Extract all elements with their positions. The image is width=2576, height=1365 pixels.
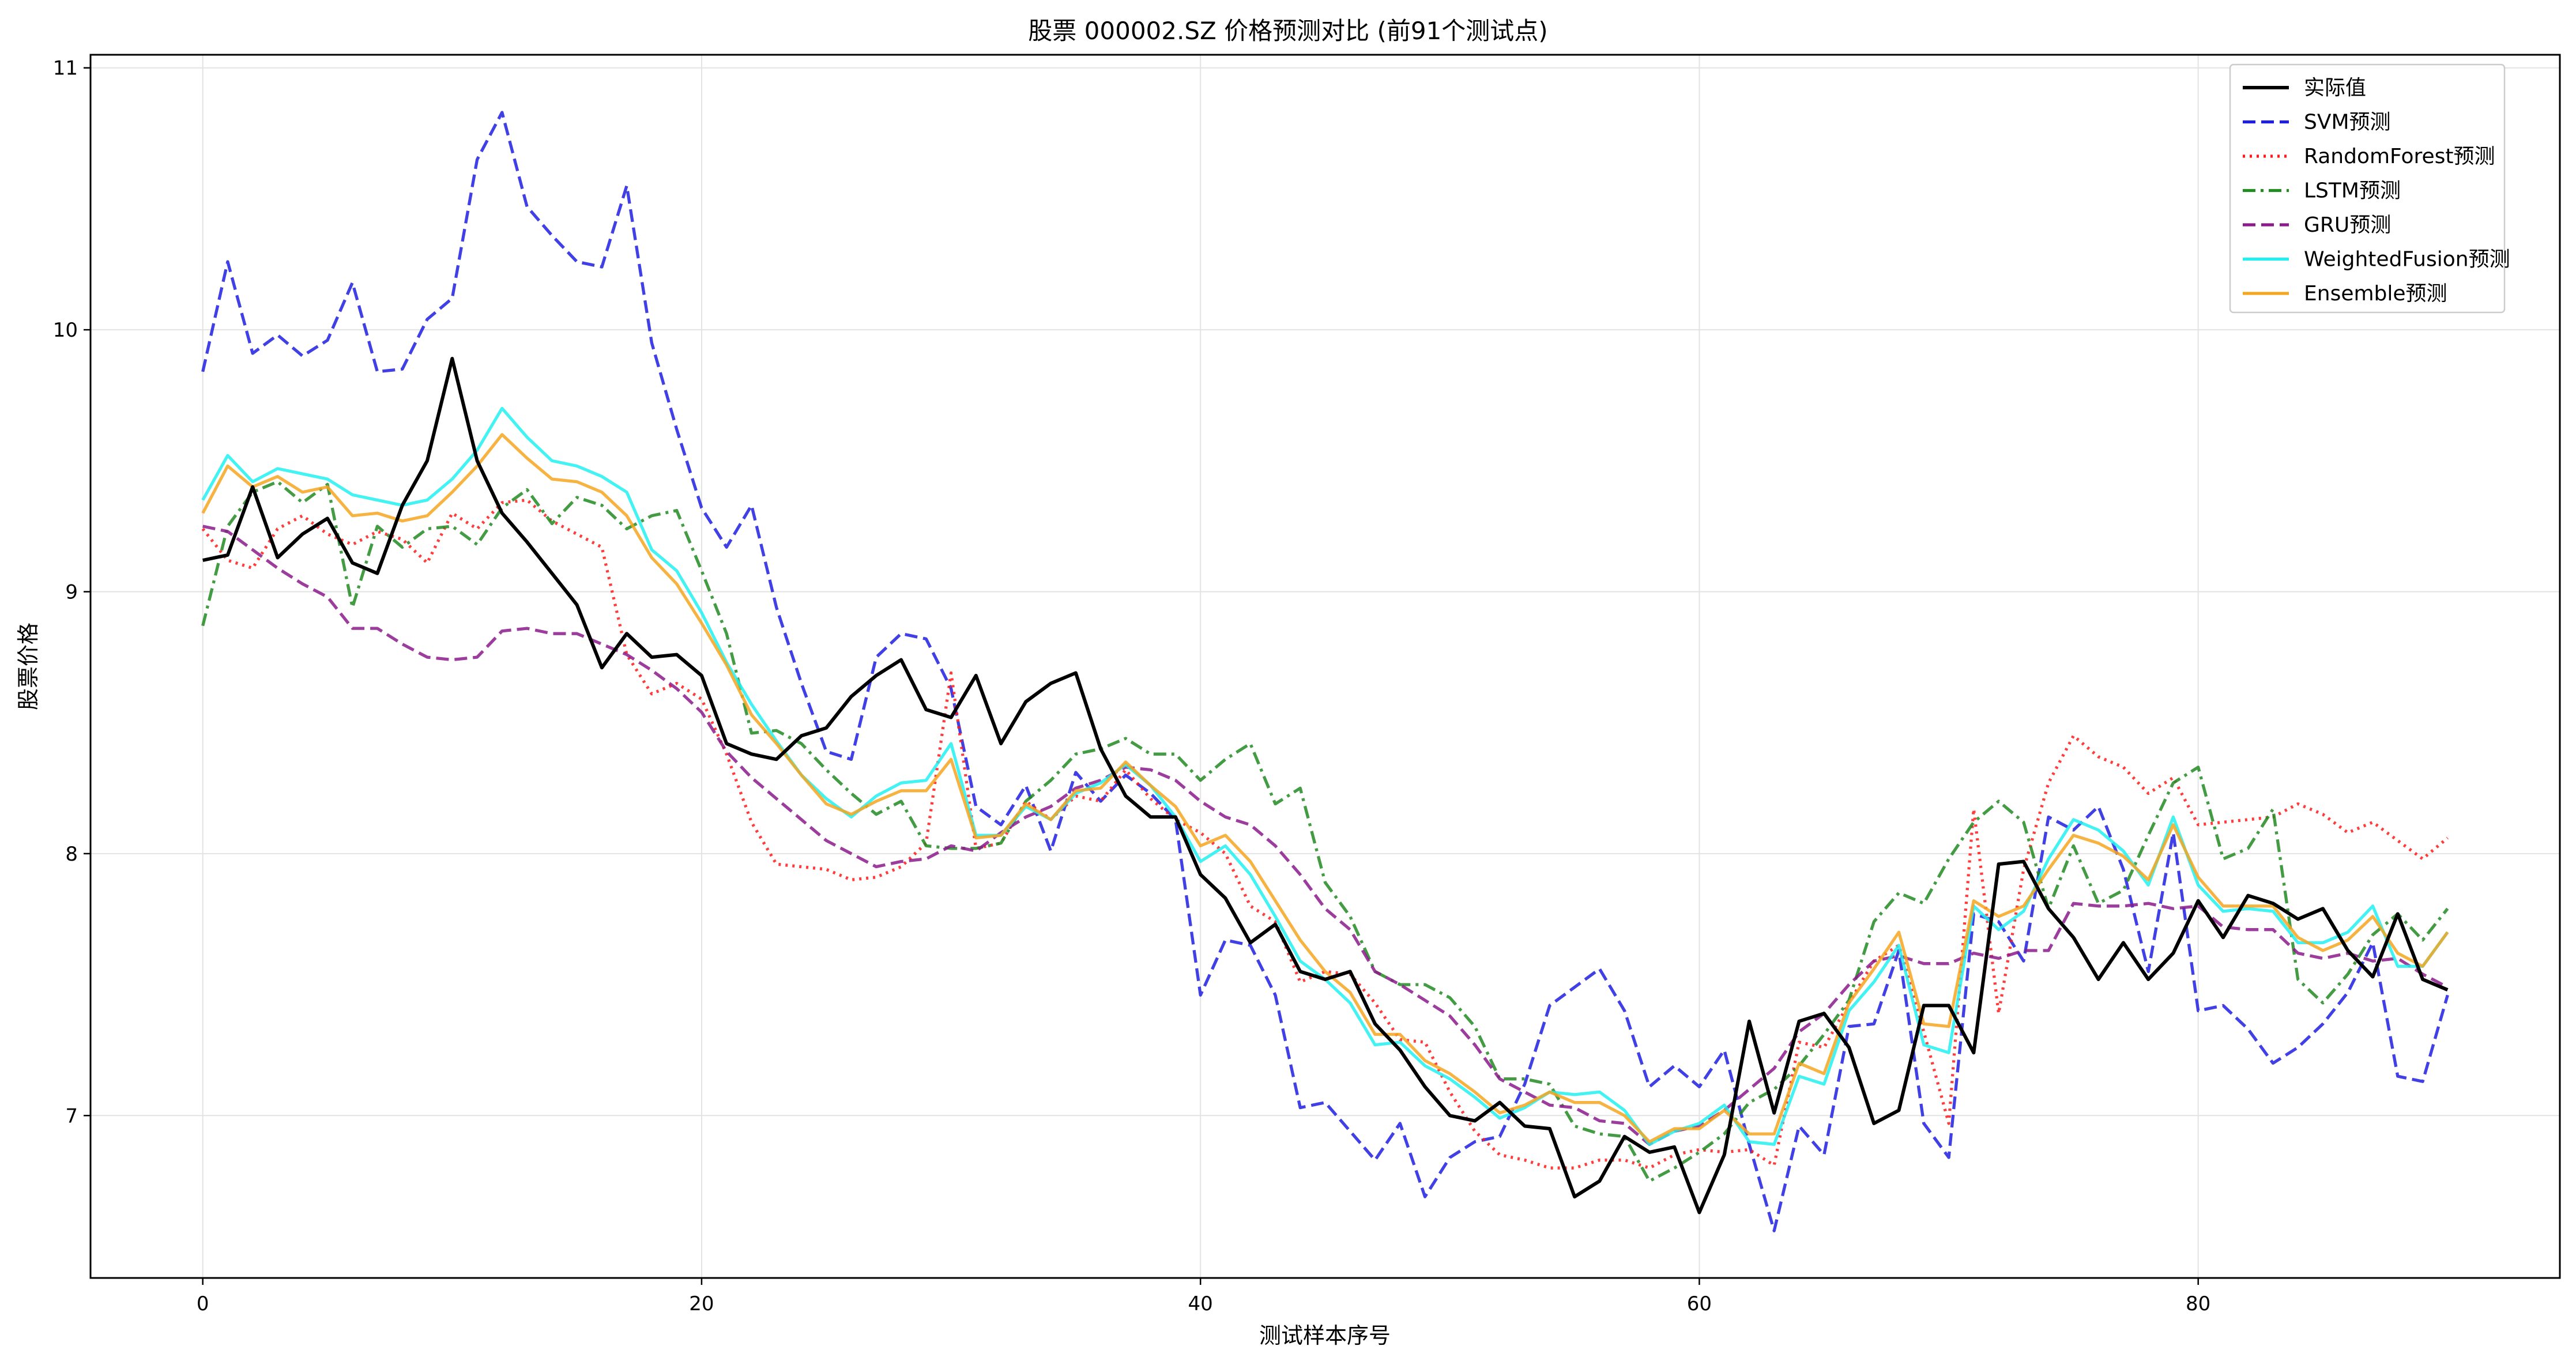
legend-box — [2229, 63, 2506, 314]
series-group — [201, 111, 2449, 1232]
legend-label: LSTM预测 — [2304, 179, 2401, 203]
y-tick-label: 10 — [53, 319, 78, 342]
x-tick-label: 20 — [689, 1292, 714, 1315]
legend: 实际值 SVM预测 RandomForest预测 LSTM预测 GRU预测 Weighte… — [2229, 63, 2510, 314]
series-line-3 — [201, 480, 2449, 1183]
legend-label: GRU预测 — [2304, 213, 2391, 237]
legend-label: RandomForest预测 — [2304, 145, 2495, 168]
plot-frame — [89, 54, 2561, 1279]
chart-title: 股票 000002.SZ 价格预测对比 (前91个测试点) — [1028, 17, 1547, 45]
y-tick-label: 9 — [65, 580, 78, 604]
series-line-6 — [201, 433, 2449, 1144]
x-tick-label: 80 — [2186, 1292, 2210, 1315]
grid — [91, 55, 2560, 1278]
legend-label: Ensemble预测 — [2304, 282, 2447, 306]
x-axis-title: 测试样本序号 — [1259, 1323, 1391, 1348]
legend-label: 实际值 — [2304, 76, 2366, 100]
y-axis-title: 股票价格 — [16, 623, 41, 710]
y-tick-label: 7 — [65, 1104, 78, 1128]
series-line-0 — [202, 357, 2449, 1215]
x-tick-label: 60 — [1687, 1292, 1712, 1315]
legend-label: SVM预测 — [2304, 111, 2391, 134]
y-tick-label: 8 — [65, 843, 78, 866]
y-ticks: 7 8 9 10 11 — [53, 57, 91, 1128]
x-tick-label: 0 — [197, 1292, 209, 1315]
x-ticks: 0 20 40 60 80 — [197, 1278, 2210, 1315]
series-line-4 — [202, 525, 2449, 1146]
series-line-1 — [201, 111, 2449, 1232]
legend-label: WeightedFusion预测 — [2304, 248, 2510, 272]
y-tick-label: 11 — [53, 57, 78, 80]
x-tick-label: 40 — [1188, 1292, 1213, 1315]
